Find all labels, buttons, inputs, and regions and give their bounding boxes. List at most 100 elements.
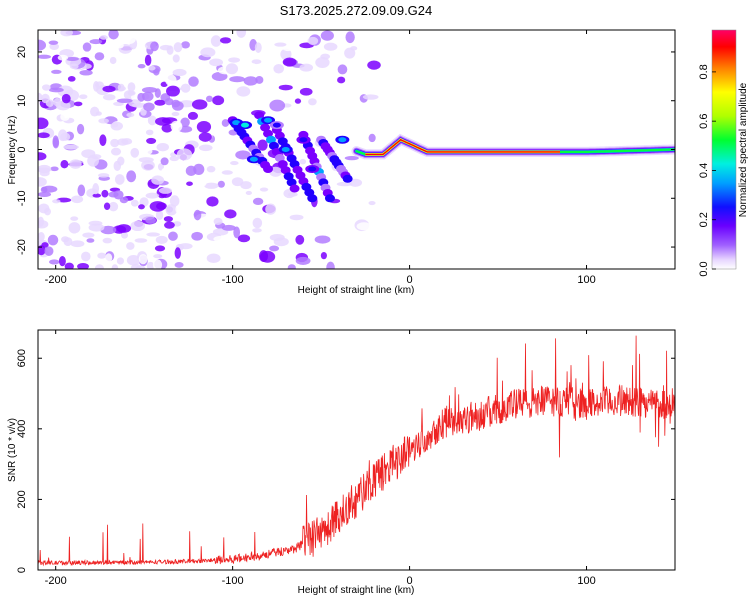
spectrogram-noise-blob <box>231 177 244 187</box>
spectrogram-noise-blob <box>278 84 293 91</box>
spectrogram-noise-blob <box>70 240 85 248</box>
spectrogram-noise-blob <box>113 190 124 200</box>
spectrogram-noise-blob <box>210 35 222 47</box>
spectrogram-noise-blob <box>116 98 133 103</box>
spectrogram-noise-blob <box>87 154 99 167</box>
spectrogram-noise-blob <box>143 148 153 155</box>
spectrogram-noise-blob <box>273 63 285 74</box>
spectrogram-noise-blob <box>142 91 154 102</box>
spectrogram-x-label: Height of straight line (km) <box>298 285 415 296</box>
spectrogram-noise-blob <box>169 195 180 207</box>
spectrogram-noise-blob <box>282 57 297 67</box>
spectrogram-noise-blob <box>160 157 169 166</box>
spectrogram-noise-blob <box>102 85 116 93</box>
spectrogram-noise-blob <box>52 137 60 149</box>
spectrogram-noise-blob <box>180 117 190 128</box>
spectrogram-hotspot <box>308 166 317 172</box>
spectrogram-blobs <box>38 30 381 269</box>
spectrogram-noise-blob <box>63 144 79 150</box>
spectrogram-noise-blob <box>97 252 107 259</box>
spectrogram-noise-blob <box>326 261 335 269</box>
spectrogram-noise-blob <box>44 207 51 216</box>
colorbar: 0.0 0.2 0.4 0.6 0.8 Normalized spectral ampl… <box>698 29 749 277</box>
spectrogram-noise-blob <box>295 256 311 265</box>
spectrogram-noise-blob <box>151 175 165 185</box>
spectrogram-noise-blob <box>141 86 158 93</box>
spectrogram-streak-blob <box>268 141 279 150</box>
spectrogram-x-tick-label: -200 <box>45 274 67 286</box>
spectrogram-noise-blob <box>299 158 307 165</box>
spectrogram-noise-blob <box>155 235 168 244</box>
spectrogram-noise-blob <box>71 195 84 204</box>
spectrogram-noise-blob <box>188 76 199 87</box>
spectrogram-noise-blob <box>236 86 251 97</box>
spectrogram-hotspot <box>299 137 308 143</box>
spectrogram-noise-blob <box>165 74 177 86</box>
spectrogram-noise-blob <box>126 112 135 118</box>
spectrogram-noise-blob <box>174 247 181 259</box>
spectrogram-noise-blob <box>144 54 152 66</box>
spectrogram-noise-blob <box>108 201 119 212</box>
spectrogram-noise-blob <box>134 238 148 243</box>
spectrogram-noise-blob <box>295 234 305 245</box>
snr-y-tick-label: 400 <box>16 420 28 438</box>
spectrogram-noise-blob <box>358 30 368 36</box>
spectrogram-noise-blob <box>337 64 348 75</box>
spectrogram-noise-blob <box>212 95 225 106</box>
spectrogram-noise-blob <box>63 237 73 247</box>
snr-y-ticks: 0 200 400 600 <box>16 349 675 573</box>
spectrogram-noise-blob <box>113 101 124 106</box>
spectrogram-noise-blob <box>102 237 113 244</box>
spectrogram-noise-blob <box>229 76 246 83</box>
spectrogram-noise-blob <box>67 76 76 82</box>
spectrogram-noise-blob <box>154 99 166 106</box>
spectrogram-noise-blob <box>50 166 59 172</box>
spectrogram-noise-blob <box>164 221 175 229</box>
spectrogram-noise-blob <box>233 226 241 239</box>
spectrogram-noise-blob <box>315 57 330 68</box>
spectrogram-noise-blob <box>92 183 100 195</box>
spectrogram-noise-blob <box>116 257 125 265</box>
spectrogram-noise-blob <box>173 42 183 53</box>
spectrogram-noise-blob <box>200 47 216 58</box>
snr-y-label: SNR (10 * v/v) <box>7 418 18 482</box>
spectrogram-noise-blob <box>323 42 338 51</box>
colorbar-tick-label: 0.4 <box>698 163 710 178</box>
spectrogram-noise-blob <box>206 165 216 173</box>
spectrogram-noise-blob <box>135 265 146 269</box>
spectrogram-noise-blob <box>269 245 280 252</box>
spectrogram-hotspot <box>241 122 250 128</box>
spectrogram-noise-blob <box>110 121 123 131</box>
spectrogram-noise-blob <box>99 134 107 146</box>
spectrogram-streak-blob <box>263 165 274 174</box>
spectrogram-noise-blob <box>41 93 50 104</box>
spectrogram-noise-blob <box>243 76 258 86</box>
spectrogram-noise-blob <box>65 56 79 61</box>
spectrogram-noise-blob <box>196 120 212 133</box>
snr-y-tick-label: 0 <box>16 567 28 573</box>
spectrogram-streak-blob <box>260 123 271 132</box>
spectrogram-noise-blob <box>81 251 91 262</box>
spectrogram-noise-blob <box>274 42 287 47</box>
spectrogram-noise-blob <box>95 81 104 89</box>
spectrogram-noise-blob <box>180 83 191 93</box>
spectrogram-noise-blob <box>294 98 302 104</box>
snr-panel: -200 -100 0 100 0 200 400 600 Height of straig… <box>7 329 676 596</box>
spectrogram-noise-blob <box>148 65 156 71</box>
spectrogram-noise-blob <box>307 36 319 45</box>
spectrogram-noise-blob <box>126 242 135 250</box>
spectrogram-noise-blob <box>145 216 157 224</box>
spectrogram-noise-blob <box>299 87 313 96</box>
spectrogram-noise-blob <box>219 37 232 44</box>
spectrogram-noise-blob <box>94 52 105 61</box>
spectrogram-noise-blob <box>154 245 166 252</box>
spectrogram-noise-blob <box>103 202 111 211</box>
spectrogram-noise-blob <box>38 117 49 130</box>
spectrogram-noise-blob <box>117 138 129 146</box>
spectrogram-noise-blob <box>252 217 263 229</box>
spectrogram-noise-blob <box>123 32 136 45</box>
spectrogram-noise-blob <box>141 160 155 171</box>
spectrogram-noise-blob <box>127 82 136 92</box>
